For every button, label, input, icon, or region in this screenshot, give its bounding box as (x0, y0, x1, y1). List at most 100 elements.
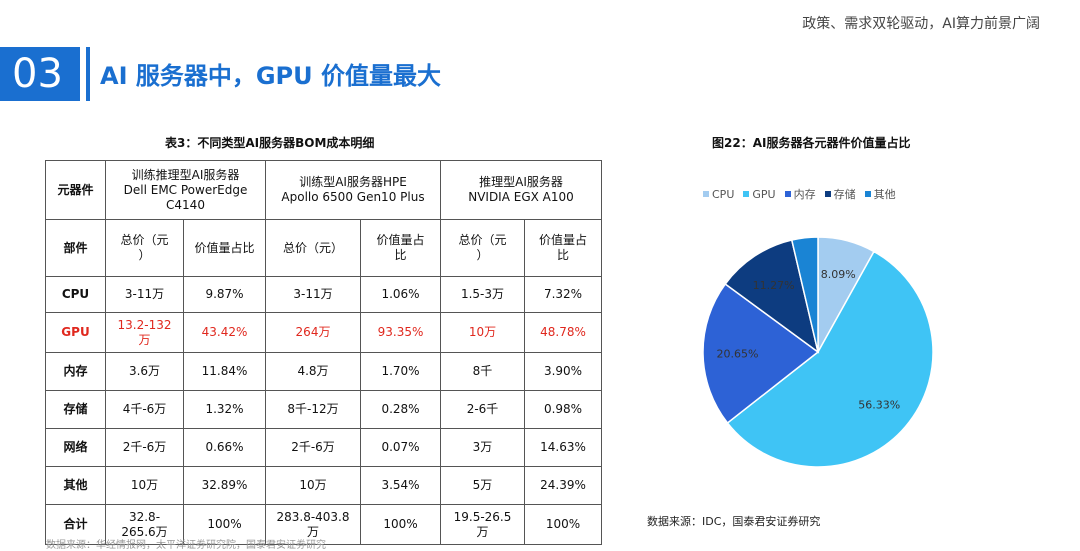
table-header-row: 元器件 训练推理型AI服务器 Dell EMC PowerEdge C4140 训练… (45, 160, 602, 220)
section-title: AI 服务器中，GPU 价值量最大 (100, 62, 441, 90)
legend-swatch (824, 191, 831, 197)
server-header: 训练型AI服务器HPE Apollo 6500 Gen10 Plus (265, 160, 441, 220)
pie-slice (790, 236, 819, 353)
cell-line: 0.28% (381, 402, 420, 416)
cell-line: ） (476, 248, 489, 262)
chart-legend: CPU GPU 内存 存储 其他 (703, 186, 896, 202)
table-cell: 13.2-132 万 (105, 312, 184, 353)
table-cell: 0.98% (524, 390, 602, 429)
legend-item: 存储 (824, 186, 856, 202)
chart-title: 图22：AI服务器各元器件价值量占比 (712, 136, 911, 150)
legend-item: 其他 (864, 186, 896, 202)
cell-line: 100% (545, 517, 581, 531)
cell-line: 总价（元 (458, 233, 507, 247)
cell-line: 价值量占比 (194, 240, 255, 255)
table-cell: 3.90% (524, 352, 602, 391)
cell-line: Dell EMC PowerEdge (123, 182, 248, 197)
server-header: 训练推理型AI服务器 Dell EMC PowerEdge C4140 (105, 160, 266, 220)
cell-line: 14.63% (540, 440, 586, 454)
section-divider (86, 47, 90, 101)
pie-chart: 8.09% 56.33% 20.65% 11.27% (702, 236, 934, 468)
table-cell: 10万 (440, 312, 525, 353)
table-cell: 0.66% (183, 428, 266, 467)
cell-line: 比 (394, 248, 407, 262)
cell-line: 43.42% (201, 325, 248, 339)
cell-line: 3.90% (543, 364, 583, 378)
legend-swatch (864, 191, 871, 197)
cell-line: 0.66% (205, 440, 244, 454)
cell-line: 1.32% (205, 402, 244, 416)
table-cell: 8千-12万 (265, 390, 361, 429)
legend-item: CPU (703, 186, 734, 202)
cell-line: 3-11万 (293, 287, 333, 301)
table-cell: 10万 (105, 466, 184, 505)
cell-line: 1.5-3万 (460, 287, 505, 301)
cell-line: 2千-6万 (291, 440, 335, 454)
pie-data-label: 11.27% (753, 279, 795, 292)
table-cell: 32.89% (183, 466, 266, 505)
legend-swatch (743, 191, 750, 197)
table-cell: 4.8万 (265, 352, 361, 391)
cell-line: 2-6千 (466, 402, 499, 416)
cell-line: Apollo 6500 Gen10 Plus (281, 190, 425, 204)
table-cell: 3-11万 (105, 276, 184, 313)
pie-data-label: 20.65% (717, 347, 759, 360)
cell-line: 3-11万 (124, 287, 165, 301)
cell-line: 0.07% (381, 440, 420, 454)
table-cell: 8千 (440, 352, 525, 391)
legend-swatch (784, 191, 791, 197)
cell-line: 9.87% (205, 287, 244, 301)
cell-line: 4.8万 (297, 364, 329, 378)
cell-line: 93.35% (377, 325, 424, 339)
part-name: 其他 (45, 466, 106, 505)
table-cell: 93.35% (360, 312, 441, 353)
table-cell: 0.07% (360, 428, 441, 467)
table-cell: 4千-6万 (105, 390, 184, 429)
price-header: 总价（元） (440, 219, 525, 277)
cell-line: C4140 (166, 197, 205, 212)
cell-line: 264万 (295, 325, 331, 339)
table-cell: 11.84% (183, 352, 266, 391)
table-cell: 100% (524, 504, 602, 545)
legend-label: CPU (712, 187, 735, 201)
table-row: 内存 3.6万 11.84% 4.8万 1.70% 8千 3.90% (45, 352, 602, 391)
bom-table: 元器件 训练推理型AI服务器 Dell EMC PowerEdge C4140 训练… (45, 160, 602, 545)
part-name: 存储 (45, 390, 106, 429)
table-title: 表3：不同类型AI服务器BOM成本明细 (165, 136, 375, 150)
table-cell: 14.63% (524, 428, 602, 467)
legend-label: 存储 (833, 188, 856, 201)
table-row: CPU 3-11万 9.87% 3-11万 1.06% 1.5-3万 7.32% (45, 276, 602, 313)
table-cell: 3.54% (360, 466, 441, 505)
price-header: 总价（元） (105, 219, 184, 277)
cell-line: 32.8- (128, 509, 161, 524)
legend-swatch (703, 191, 709, 197)
table-cell: 100% (183, 504, 266, 545)
table-cell: 3万 (440, 428, 525, 467)
table-cell: 19.5-26.5 万 (440, 504, 525, 545)
part-header: 部件 (45, 219, 106, 277)
cell-line: 价值量占 (376, 233, 425, 247)
pie-data-label: 8.09% (821, 268, 856, 281)
cell-line: 10万 (299, 478, 327, 492)
table-cell: 32.8- 265.6万 (105, 504, 184, 545)
legend-label: GPU (752, 187, 776, 201)
cell-line: 32.89% (201, 478, 248, 492)
cell-line: 265.6万 (121, 524, 168, 539)
pie-slice (724, 239, 820, 354)
cell-line: 推理型AI服务器 (479, 175, 563, 189)
cell-line: 8千 (472, 364, 493, 378)
section-number: 03 (0, 47, 80, 101)
table-body: CPU 3-11万 9.87% 3-11万 1.06% 1.5-3万 7.32% GPU 13.… (45, 276, 602, 545)
cell-line: 48.78% (540, 325, 586, 339)
table-cell: 5万 (440, 466, 525, 505)
table-cell: 10万 (265, 466, 361, 505)
corner-header: 元器件 (45, 160, 106, 220)
pie-data-label: 56.33% (858, 398, 900, 411)
cell-line: 2千-6万 (122, 440, 167, 454)
table-cell: 48.78% (524, 312, 602, 353)
cell-line: 24.39% (540, 478, 586, 492)
pie-slice (726, 250, 934, 468)
part-name: 合计 (45, 504, 106, 545)
cell-line: 万 (306, 524, 319, 539)
part-name: 网络 (45, 428, 106, 467)
